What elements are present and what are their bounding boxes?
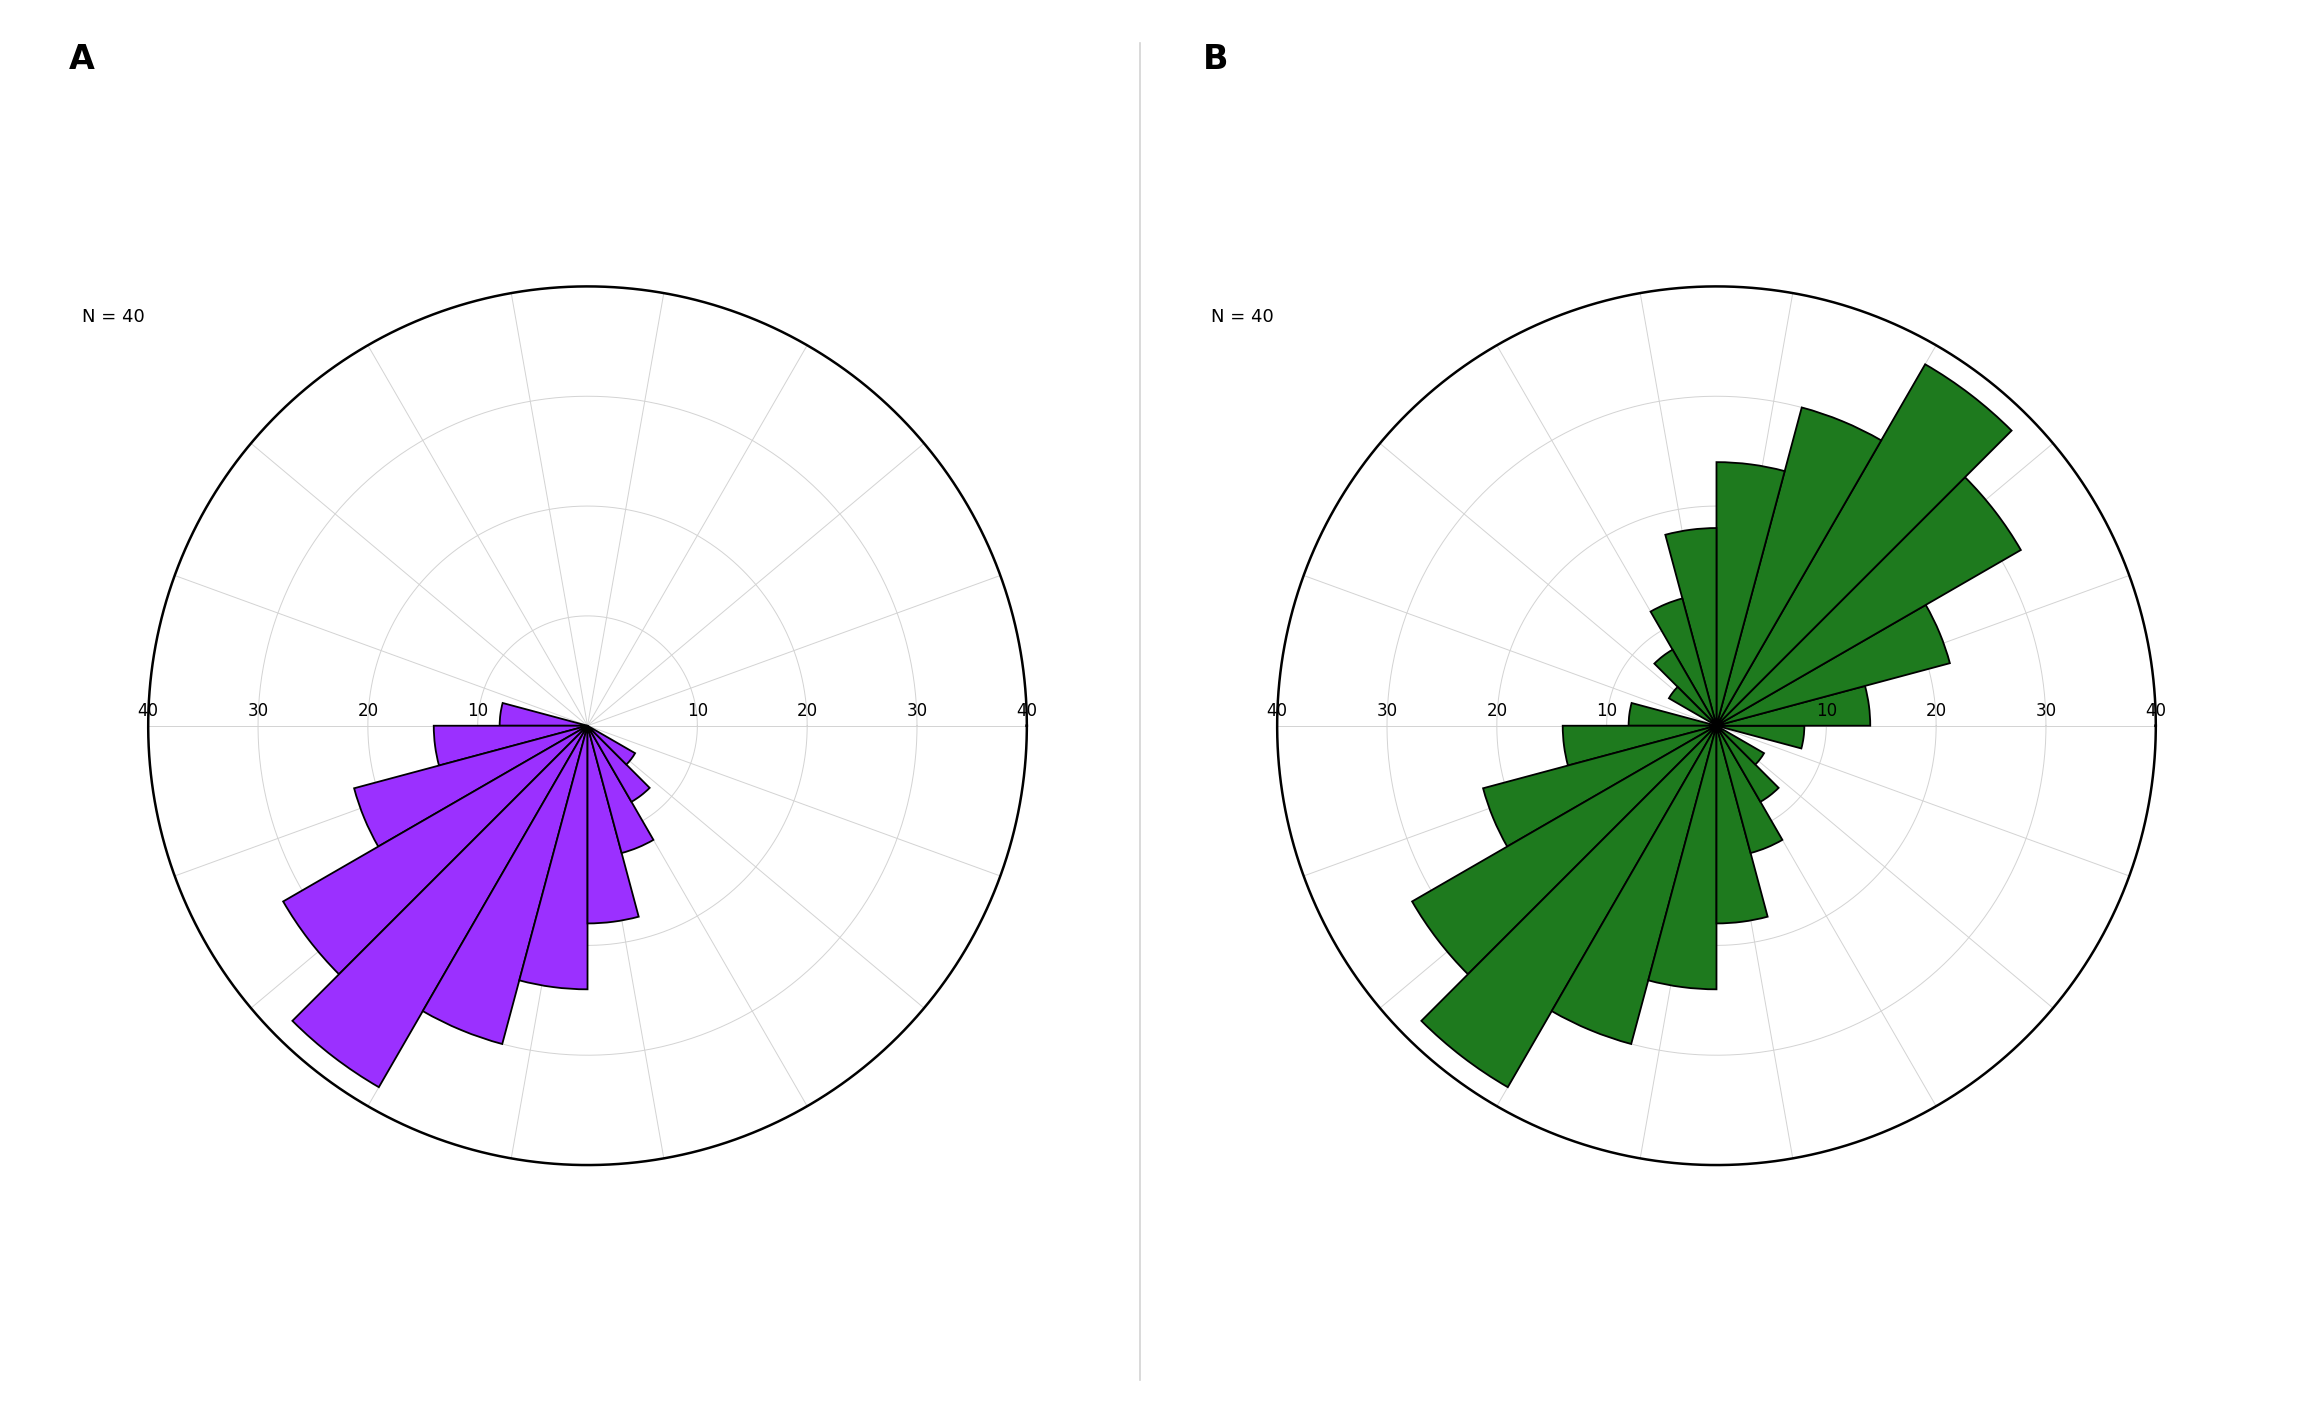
Wedge shape: [1716, 726, 1765, 764]
Wedge shape: [1650, 599, 1716, 726]
Wedge shape: [1668, 687, 1716, 726]
Text: N = 40: N = 40: [83, 309, 145, 326]
Text: 20: 20: [357, 702, 378, 720]
Wedge shape: [1716, 407, 1882, 726]
Wedge shape: [588, 726, 638, 924]
Wedge shape: [283, 726, 588, 975]
Wedge shape: [518, 726, 588, 989]
Text: 30: 30: [1375, 702, 1399, 720]
Text: A: A: [69, 43, 94, 75]
Wedge shape: [1562, 726, 1716, 766]
Text: 20: 20: [797, 702, 818, 720]
Text: 10: 10: [1816, 702, 1836, 720]
Wedge shape: [422, 726, 588, 1044]
Text: 10: 10: [1597, 702, 1617, 720]
Wedge shape: [1716, 726, 1804, 748]
Wedge shape: [1716, 605, 1949, 726]
Wedge shape: [355, 726, 588, 847]
Wedge shape: [1654, 650, 1716, 726]
Text: 10: 10: [687, 702, 707, 720]
Wedge shape: [1647, 726, 1716, 989]
Text: 30: 30: [247, 702, 270, 720]
Text: 30: 30: [2034, 702, 2057, 720]
Wedge shape: [1551, 726, 1716, 1044]
Wedge shape: [1666, 528, 1716, 726]
Wedge shape: [433, 726, 588, 766]
Text: 20: 20: [1926, 702, 1947, 720]
Text: 10: 10: [468, 702, 488, 720]
Text: 40: 40: [138, 702, 159, 720]
Wedge shape: [1716, 462, 1786, 726]
Wedge shape: [1716, 364, 2011, 726]
Wedge shape: [1716, 726, 1783, 852]
Text: 40: 40: [1016, 702, 1037, 720]
Wedge shape: [1716, 477, 2021, 726]
Wedge shape: [500, 703, 588, 726]
Wedge shape: [1629, 703, 1716, 726]
Text: 30: 30: [905, 702, 929, 720]
Text: 40: 40: [2145, 702, 2166, 720]
Wedge shape: [1484, 726, 1716, 847]
Wedge shape: [588, 726, 654, 852]
Wedge shape: [293, 726, 588, 1087]
Wedge shape: [1716, 726, 1767, 924]
Text: 40: 40: [1267, 702, 1288, 720]
Text: 20: 20: [1486, 702, 1507, 720]
Wedge shape: [588, 726, 650, 801]
Wedge shape: [1412, 726, 1716, 975]
Wedge shape: [1422, 726, 1716, 1087]
Text: N = 40: N = 40: [1212, 309, 1274, 326]
Wedge shape: [1716, 686, 1871, 726]
Wedge shape: [1716, 726, 1779, 801]
Wedge shape: [588, 726, 636, 764]
Text: B: B: [1203, 43, 1228, 75]
